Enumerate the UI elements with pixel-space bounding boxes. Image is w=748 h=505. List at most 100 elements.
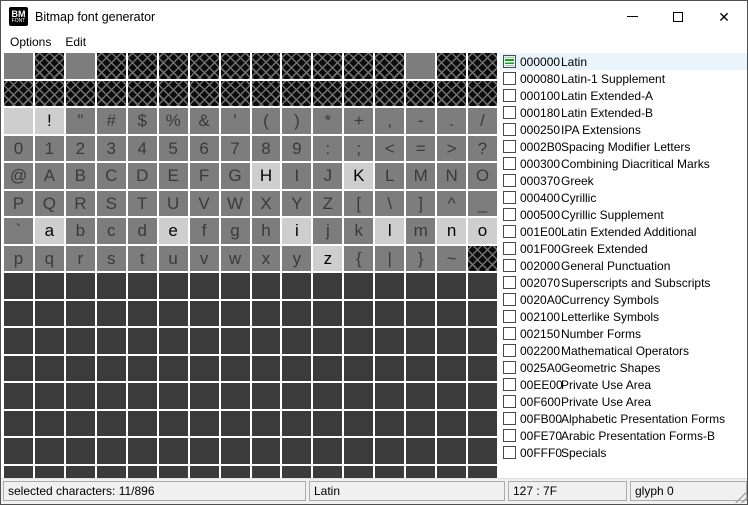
unicode-block-row[interactable]: 00FB00 Alphabetic Presentation Forms [500,410,747,427]
char-cell[interactable] [251,438,281,464]
char-cell[interactable]: p [4,245,33,271]
char-cell[interactable] [282,53,312,79]
block-checkbox[interactable] [503,412,516,425]
char-cell[interactable] [220,328,250,354]
char-cell[interactable] [344,328,374,354]
char-cell[interactable] [4,410,33,436]
block-checkbox[interactable] [503,361,516,374]
char-cell[interactable] [4,328,33,354]
char-cell[interactable] [251,328,281,354]
maximize-button[interactable] [655,1,701,32]
char-cell[interactable]: _ [468,190,497,216]
char-cell[interactable] [158,273,188,299]
char-cell[interactable] [406,410,436,436]
block-checkbox[interactable] [503,378,516,391]
char-cell[interactable]: J [313,163,343,189]
char-cell[interactable] [375,438,405,464]
char-cell[interactable] [65,355,95,381]
char-cell[interactable] [282,383,312,409]
char-cell[interactable]: a [34,218,64,244]
char-cell[interactable] [406,355,436,381]
char-cell[interactable] [220,300,250,326]
char-cell[interactable]: 0 [4,135,33,161]
char-cell[interactable] [4,383,33,409]
char-cell[interactable] [251,300,281,326]
char-cell[interactable] [406,383,436,409]
char-cell[interactable] [96,438,126,464]
char-cell[interactable]: r [65,245,95,271]
block-checkbox[interactable] [503,89,516,102]
char-cell[interactable] [375,355,405,381]
char-cell[interactable] [313,355,343,381]
char-cell[interactable] [65,273,95,299]
char-cell[interactable] [313,300,343,326]
char-cell[interactable] [189,383,219,409]
char-cell[interactable]: 9 [282,135,312,161]
char-cell[interactable]: K [344,163,374,189]
char-cell[interactable] [468,328,497,354]
char-cell[interactable] [282,465,312,479]
unicode-block-row[interactable]: 002100 Letterlike Symbols [500,308,747,325]
char-cell[interactable] [282,328,312,354]
char-cell[interactable]: $ [127,108,157,134]
block-checkbox[interactable] [503,395,516,408]
char-cell[interactable] [127,300,157,326]
char-cell[interactable] [96,383,126,409]
char-cell[interactable] [127,328,157,354]
char-cell[interactable] [96,53,126,79]
char-cell[interactable] [96,410,126,436]
char-cell[interactable]: ; [344,135,374,161]
char-cell[interactable] [4,355,33,381]
char-cell[interactable] [34,438,64,464]
char-cell[interactable]: 3 [96,135,126,161]
unicode-block-row[interactable]: 002150 Number Forms [500,325,747,342]
char-cell[interactable]: A [34,163,64,189]
char-cell[interactable]: C [96,163,126,189]
char-cell[interactable] [127,410,157,436]
char-cell[interactable] [96,273,126,299]
char-cell[interactable] [468,383,497,409]
unicode-block-row[interactable]: 00F600 Private Use Area [500,393,747,410]
unicode-block-row[interactable]: 0002B0 Spacing Modifier Letters [500,138,747,155]
char-cell[interactable] [468,355,497,381]
unicode-block-row[interactable]: 001E00 Latin Extended Additional [500,223,747,240]
char-cell[interactable] [468,245,497,271]
char-cell[interactable] [344,53,374,79]
block-checkbox[interactable] [503,174,516,187]
char-cell[interactable] [34,383,64,409]
char-cell[interactable] [406,300,436,326]
block-checkbox[interactable] [503,123,516,136]
char-cell[interactable]: G [220,163,250,189]
char-cell[interactable]: Y [282,190,312,216]
char-cell[interactable]: P [4,190,33,216]
char-cell[interactable] [437,465,467,479]
char-cell[interactable] [4,273,33,299]
char-cell[interactable] [189,53,219,79]
char-cell[interactable]: W [220,190,250,216]
unicode-block-row[interactable]: 00FFF0 Specials [500,444,747,461]
char-cell[interactable] [65,328,95,354]
char-cell[interactable]: U [158,190,188,216]
menu-item-options[interactable]: Options [10,34,52,49]
block-checkbox[interactable] [503,276,516,289]
char-cell[interactable] [34,300,64,326]
char-cell[interactable]: c [96,218,126,244]
char-cell[interactable]: I [282,163,312,189]
unicode-block-row[interactable]: 000500 Cyrillic Supplement [500,206,747,223]
unicode-block-row[interactable]: 000180 Latin Extended-B [500,104,747,121]
block-checkbox[interactable] [503,157,516,170]
char-cell[interactable] [127,465,157,479]
char-cell[interactable]: 4 [127,135,157,161]
char-cell[interactable]: [ [344,190,374,216]
char-cell[interactable]: D [127,163,157,189]
char-cell[interactable]: v [189,245,219,271]
char-cell[interactable]: N [437,163,467,189]
char-cell[interactable] [468,273,497,299]
char-cell[interactable]: Q [34,190,64,216]
char-cell[interactable] [34,355,64,381]
char-cell[interactable]: " [65,108,95,134]
char-cell[interactable] [437,80,467,106]
char-cell[interactable]: 2 [65,135,95,161]
char-cell[interactable]: M [406,163,436,189]
char-cell[interactable] [189,438,219,464]
